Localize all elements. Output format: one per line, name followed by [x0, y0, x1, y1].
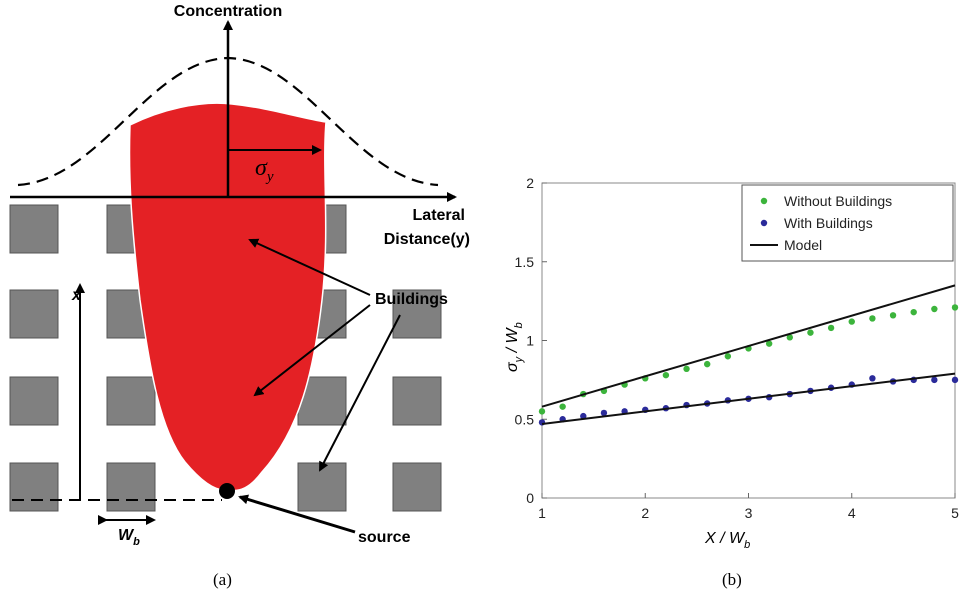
data-point — [807, 329, 813, 335]
y-tick-label: 0.5 — [515, 411, 535, 427]
figure: σy Concentration Lateral Distance(y) x W… — [0, 0, 961, 594]
sigma-sub: y — [265, 169, 274, 185]
x-tick-label: 5 — [951, 505, 959, 521]
data-point — [890, 312, 896, 318]
lateral-label: Lateral — [413, 207, 465, 224]
x-label-sub: b — [744, 539, 750, 551]
concentration-label: Concentration — [174, 3, 282, 20]
width-sub: b — [133, 536, 140, 548]
building — [10, 463, 58, 511]
buildings-label: Buildings — [375, 291, 448, 308]
legend-label: Model — [784, 237, 822, 253]
legend-swatch — [761, 198, 767, 204]
y-tick-label: 2 — [526, 175, 534, 191]
data-point — [869, 375, 875, 381]
data-point — [539, 408, 545, 414]
y-tick-label: 1.5 — [515, 254, 535, 270]
data-point — [725, 353, 731, 359]
x-tick-label: 2 — [641, 505, 649, 521]
x-tick-label: 3 — [745, 505, 753, 521]
data-point — [828, 325, 834, 331]
y-axis-label: σy / Wb — [504, 322, 525, 372]
data-point — [559, 403, 565, 409]
y-tick-label: 1 — [526, 333, 534, 349]
caption: (b) — [722, 570, 742, 589]
width-label: Wb — [118, 527, 140, 548]
x-axis-label: X / Wb — [704, 530, 750, 551]
data-point — [911, 309, 917, 315]
data-point — [952, 377, 958, 383]
building — [10, 377, 58, 425]
data-point — [704, 361, 710, 367]
chart: 0 0.5 1 1.5 2 1 2 3 4 5 Without Buildings With Buil… — [504, 175, 959, 551]
x-tick-label: 4 — [848, 505, 856, 521]
y-label-main: / W — [504, 327, 521, 357]
y-tick-label: 0 — [526, 490, 534, 506]
building — [107, 463, 155, 511]
building — [10, 205, 58, 253]
legend-swatch — [761, 220, 767, 226]
x-label-main: X / W — [704, 530, 746, 547]
legend-label: With Buildings — [784, 215, 873, 231]
caption: (a) — [213, 570, 232, 589]
legend: Without Buildings With Buildings Model — [742, 185, 953, 261]
lateral-label: Distance(y) — [384, 231, 470, 248]
data-point — [849, 318, 855, 324]
building — [10, 290, 58, 338]
data-point — [683, 366, 689, 372]
building — [298, 463, 346, 511]
x-label: x — [71, 287, 82, 304]
data-point — [931, 306, 937, 312]
source-point — [219, 483, 235, 499]
source-label: source — [358, 529, 411, 546]
data-point — [663, 372, 669, 378]
building — [393, 377, 441, 425]
building — [393, 463, 441, 511]
data-point — [952, 304, 958, 310]
data-point — [869, 315, 875, 321]
legend-label: Without Buildings — [784, 193, 892, 209]
building — [107, 377, 155, 425]
y-label-sub: b — [513, 322, 525, 328]
data-point — [931, 377, 937, 383]
x-tick-label: 1 — [538, 505, 546, 521]
